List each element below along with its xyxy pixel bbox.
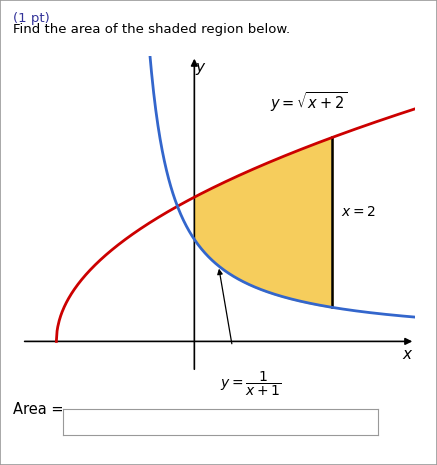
Text: $y$: $y$ xyxy=(195,61,207,77)
Text: Area =: Area = xyxy=(13,402,64,417)
Text: (1 pt): (1 pt) xyxy=(13,12,50,25)
Text: Find the area of the shaded region below.: Find the area of the shaded region below… xyxy=(13,23,290,36)
Text: $y = \sqrt{x+2}$: $y = \sqrt{x+2}$ xyxy=(270,90,347,114)
Text: $x = 2$: $x = 2$ xyxy=(340,205,376,219)
Text: $x$: $x$ xyxy=(402,347,414,362)
Text: $y = \dfrac{1}{x+1}$: $y = \dfrac{1}{x+1}$ xyxy=(220,370,282,399)
